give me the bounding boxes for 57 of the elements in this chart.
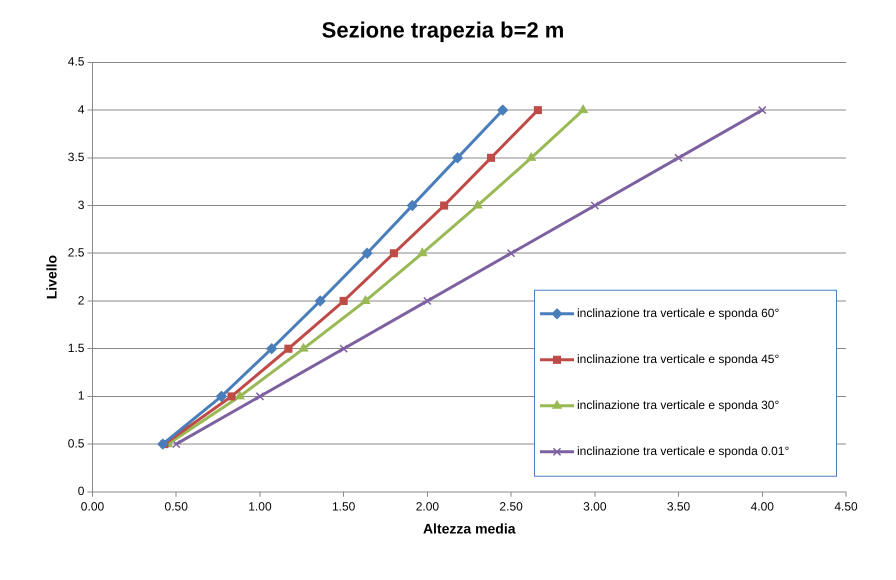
point bbox=[674, 154, 683, 162]
point bbox=[172, 440, 180, 448]
point bbox=[423, 296, 432, 306]
y-tick-label: 1 bbox=[78, 388, 85, 403]
y-tick-label: 1.5 bbox=[68, 340, 85, 355]
legend-label: inclinazione tra verticale e sponda 45° bbox=[577, 352, 780, 366]
y-tick-label: 4 bbox=[78, 102, 85, 116]
point bbox=[390, 249, 398, 258]
x-tick-label: 4.00 bbox=[750, 499, 774, 514]
point bbox=[578, 104, 588, 114]
point bbox=[314, 295, 326, 306]
point bbox=[497, 104, 508, 116]
x-tick-label: 4.50 bbox=[834, 499, 858, 514]
point bbox=[235, 390, 245, 400]
y-tick-label: 0.5 bbox=[68, 436, 85, 450]
point bbox=[227, 392, 236, 400]
y-tick-label: 4.5 bbox=[68, 54, 85, 69]
legend-label: inclinazione tra verticale e sponda 30° bbox=[577, 398, 780, 412]
point bbox=[298, 343, 308, 352]
legend-label: inclinazione tra verticale e sponda 0.01° bbox=[577, 444, 790, 458]
point bbox=[472, 200, 482, 209]
point bbox=[418, 248, 428, 256]
x-tick-label: 3.00 bbox=[583, 499, 607, 514]
point bbox=[406, 200, 418, 212]
point bbox=[486, 154, 496, 162]
x-axis-title: Altezza media bbox=[422, 520, 516, 536]
point bbox=[284, 344, 292, 353]
point bbox=[339, 344, 348, 353]
point bbox=[360, 295, 370, 304]
chart-title: Sezione trapezia b=2 m bbox=[322, 17, 564, 42]
y-tick-label: 2.5 bbox=[68, 246, 85, 260]
point bbox=[452, 152, 464, 164]
point bbox=[534, 106, 542, 114]
point bbox=[216, 390, 227, 402]
y-axis-title: Livello bbox=[43, 254, 60, 300]
point bbox=[157, 438, 168, 450]
point bbox=[506, 248, 516, 258]
point bbox=[440, 202, 448, 210]
point bbox=[362, 248, 373, 259]
y-tick-label: 2 bbox=[78, 293, 85, 308]
point bbox=[758, 106, 767, 114]
legend-label: inclinazione tra verticale e sponda 60° bbox=[577, 306, 780, 320]
y-tick-label: 0 bbox=[78, 484, 85, 498]
x-tick-label: 2.00 bbox=[416, 499, 440, 514]
point bbox=[256, 392, 264, 401]
point bbox=[526, 152, 536, 161]
point bbox=[266, 343, 278, 354]
x-tick-label: 1.50 bbox=[332, 499, 356, 514]
x-tick-label: 0.50 bbox=[164, 499, 188, 514]
y-tick-label: 3 bbox=[78, 198, 85, 212]
x-tick-label: 2.50 bbox=[499, 499, 524, 514]
y-tick-label: 3.5 bbox=[68, 150, 85, 164]
x-tick-label: 0.00 bbox=[80, 499, 104, 514]
point bbox=[590, 201, 600, 210]
point bbox=[340, 296, 348, 305]
x-tick-label: 3.50 bbox=[666, 499, 691, 514]
x-tick-label: 1.00 bbox=[248, 499, 272, 514]
